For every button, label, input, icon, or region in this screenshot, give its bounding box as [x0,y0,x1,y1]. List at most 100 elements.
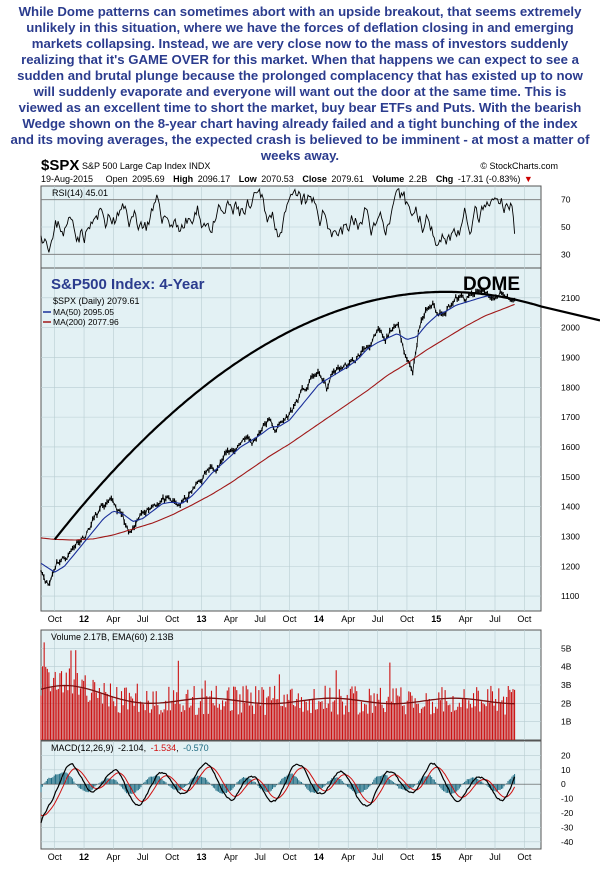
x-tick-label: Apr [224,852,238,862]
chart-source: © StockCharts.com [480,161,558,171]
rsi-line [40,187,516,253]
x-tick-label: Oct [48,614,63,624]
price-chart-title: S&P500 Index: 4-Year [51,276,205,293]
y-tick-label: 10 [561,765,571,775]
y-tick-label: -30 [561,822,574,832]
x-tick-label: Jul [372,852,384,862]
x-tick-label: Jul [489,614,501,624]
y-tick-label: 30 [561,249,571,259]
chg-value: -17.31 (-0.83%) [458,174,521,184]
y-tick-label: -20 [561,808,574,818]
y-tick-label: 1500 [561,472,580,482]
dome-curve-extension [540,305,600,322]
x-tick-label: Apr [106,852,120,862]
high-label: High [173,174,193,184]
x-tick-label: Apr [224,614,238,624]
y-tick-label: 3B [561,680,572,690]
x-tick-label: Apr [459,852,473,862]
y-tick-label: 50 [561,222,571,232]
x-tick-label: Jul [254,852,266,862]
dome-curve [53,290,542,541]
x-tick-label: Oct [517,852,532,862]
y-tick-label: 1B [561,717,572,727]
chg-down-arrow-icon: ▼ [524,174,533,184]
x-tick-label: 15 [431,852,441,862]
x-tick-label: 13 [196,614,206,624]
y-tick-label: 1300 [561,531,580,541]
volume-ema-line [40,684,515,705]
volume-label: Volume [372,174,404,184]
chart-name: S&P 500 Large Cap Index INDX [82,161,210,171]
legend-price: $SPX (Daily) 2079.61 [53,296,140,306]
x-tick-label: Apr [341,852,355,862]
y-tick-label: 20 [561,750,571,760]
macd-legend-name: MACD(12,26,9) [51,743,114,753]
x-tick-label: 12 [79,852,89,862]
x-tick-label: Oct [283,614,298,624]
high-value: 2096.17 [198,174,231,184]
low-label: Low [239,174,258,184]
y-tick-label: 1400 [561,502,580,512]
y-tick-label: 1200 [561,561,580,571]
x-tick-label: Apr [459,614,473,624]
macd-legend: MACD(12,26,9) -2.104, -1.534, -0.570 [51,743,209,753]
ma50-line [40,295,515,573]
y-tick-label: -40 [561,837,574,847]
x-tick-label: Apr [106,614,120,624]
y-tick-label: 1800 [561,382,580,392]
y-tick-label: 5B [561,643,572,653]
y-tick-label: 2B [561,698,572,708]
x-tick-label: 14 [314,852,324,862]
chart-symbol: $SPX [41,157,79,174]
x-tick-label: Oct [400,852,415,862]
marks-layer [40,187,600,824]
x-tick-label: Apr [341,614,355,624]
quote-date: 19-Aug-2015 [41,174,93,184]
y-tick-label: 0 [561,779,566,789]
macd-legend-macd: -2.104 [118,743,144,753]
x-tick-label: Jul [137,852,149,862]
volume-legend: Volume 2.17B, EMA(60) 2.13B [51,632,174,642]
legend-ma200: MA(200) 2077.96 [53,317,119,327]
y-tick-label: 70 [561,195,571,205]
close-value: 2079.61 [331,174,364,184]
open-label: Open [106,174,128,184]
x-tick-label: 15 [431,614,441,624]
rsi-legend: RSI(14) 45.01 [52,188,108,198]
dome-annotation: DOME [463,274,520,295]
y-tick-label: 1100 [561,591,580,601]
close-label: Close [302,174,327,184]
x-tick-label: Jul [254,614,266,624]
y-tick-label: 1600 [561,442,580,452]
x-tick-label: Oct [165,852,180,862]
y-tick-label: 4B [561,662,572,672]
grid-layer: 30 50 70 1100 1200 1300 1400 1500 1600 1700 1800 19… [41,186,580,862]
ma200-line [40,303,515,541]
x-tick-label: Jul [372,614,384,624]
y-tick-label: 1900 [561,352,580,362]
chg-label: Chg [436,174,454,184]
x-tick-label: 13 [196,852,206,862]
low-value: 2070.53 [261,174,294,184]
commentary-text: While Dome patterns can sometimes abort … [10,4,590,163]
open-value: 2095.69 [132,174,165,184]
macd-legend-signal: -1.534 [151,743,177,753]
y-tick-label: -10 [561,794,574,804]
y-tick-label: 2000 [561,323,580,333]
chart-quote-line: 19-Aug-2015 Open 2095.69 High 2096.17 Lo… [41,174,533,184]
y-tick-label: 2100 [561,293,580,303]
x-tick-label: Jul [137,614,149,624]
x-tick-label: Oct [400,614,415,624]
x-tick-label: Oct [165,614,180,624]
x-tick-label: Oct [283,852,298,862]
y-tick-label: 1700 [561,412,580,422]
x-tick-label: 12 [79,614,89,624]
x-tick-label: Oct [48,852,63,862]
macd-line [40,762,516,824]
volume-bars [40,642,516,740]
x-tick-label: Jul [489,852,501,862]
macd-legend-hist: -0.570 [183,743,209,753]
x-tick-label: Oct [517,614,532,624]
x-tick-label: 14 [314,614,324,624]
